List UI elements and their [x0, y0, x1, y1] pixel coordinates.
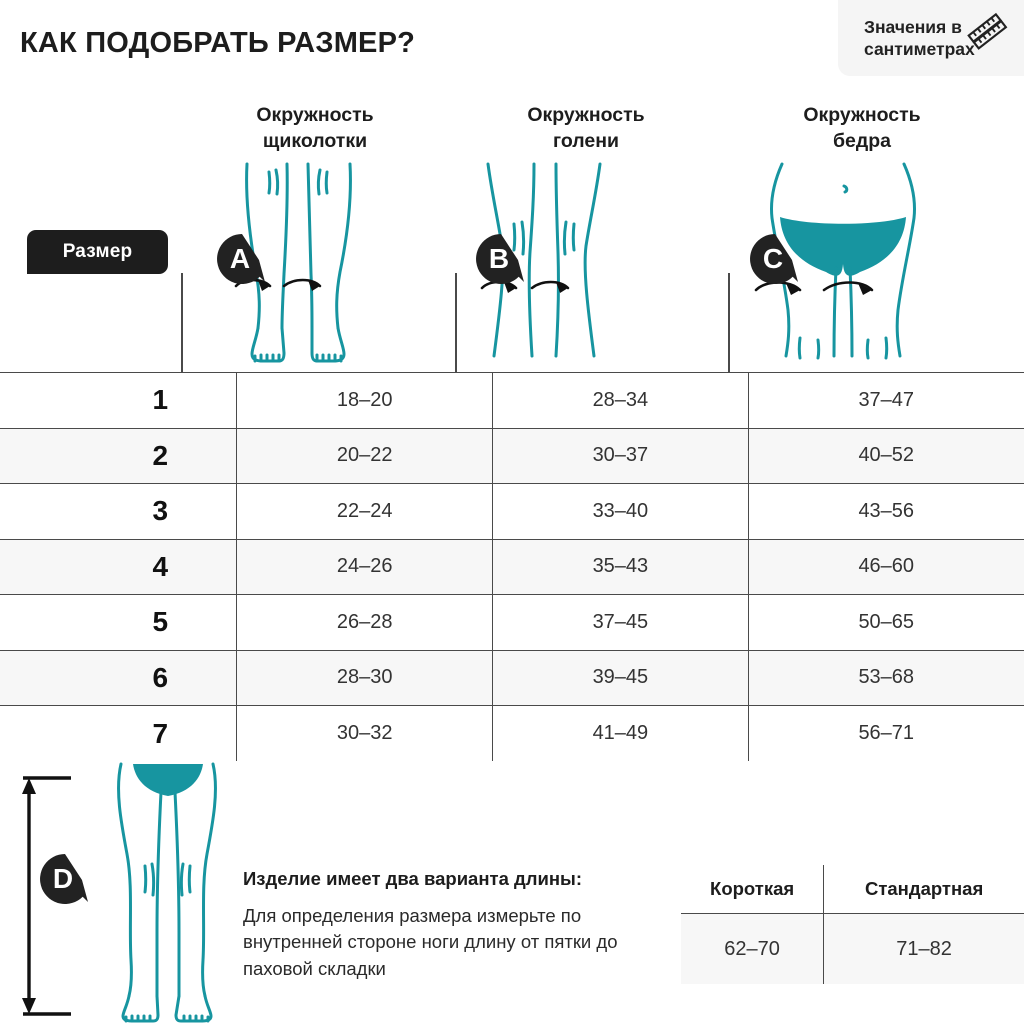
cell-size: 3	[0, 483, 238, 539]
table-row: 2 20–22 30–37 40–52	[0, 427, 1024, 484]
length-header-standard: Стандартная	[823, 865, 1024, 914]
cell-ankle: 30–32	[236, 705, 494, 761]
svg-text:D: D	[53, 863, 73, 894]
svg-text:C: C	[763, 243, 783, 274]
cell-size: 2	[0, 427, 238, 484]
length-instructions-heading: Изделие имеет два варианта длины:	[243, 868, 583, 889]
pin-badge-b: B	[474, 232, 528, 286]
illustration-calf	[462, 160, 712, 370]
table-divider-1	[181, 273, 183, 373]
cell-size: 6	[0, 649, 238, 706]
length-value-standard: 71–82	[823, 913, 1024, 984]
length-table-row: 62–70 71–82	[681, 913, 1024, 984]
column-header-ankle-line1: Окружность	[256, 104, 374, 126]
cell-calf: 30–37	[492, 427, 749, 484]
pin-badge-d: D	[38, 852, 92, 906]
length-header-short: Короткая	[681, 865, 825, 914]
cell-ankle: 28–30	[236, 649, 494, 706]
size-column-header: Размер	[27, 230, 168, 274]
illustration-thigh	[738, 160, 988, 370]
cell-size: 4	[0, 538, 238, 595]
length-instructions: Изделие имеет два варианта длины: Для оп…	[243, 868, 663, 982]
table-divider-2	[455, 273, 457, 373]
column-header-thigh: Окружность бедра	[742, 103, 982, 155]
cell-size: 5	[0, 594, 238, 650]
length-value-short: 62–70	[681, 913, 825, 984]
table-divider-3	[728, 273, 730, 373]
cell-calf: 35–43	[492, 538, 749, 595]
page-title: КАК ПОДОБРАТЬ РАЗМЕР?	[20, 27, 416, 59]
svg-text:A: A	[230, 243, 250, 274]
column-header-calf-line2: голени	[552, 129, 620, 152]
cell-ankle: 26–28	[236, 594, 494, 650]
units-badge: Значения в сантиметрах	[838, 0, 1024, 76]
illustration-ankle	[190, 160, 440, 370]
cell-calf: 41–49	[492, 705, 749, 761]
cell-thigh: 37–47	[748, 372, 1024, 428]
cell-ankle: 24–26	[236, 538, 494, 595]
table-row: 1 18–20 28–34 37–47	[0, 372, 1024, 428]
cell-calf: 28–34	[492, 372, 749, 428]
column-header-ankle: Окружность щиколотки	[195, 103, 435, 155]
units-badge-label: Значения в сантиметрах	[864, 16, 975, 59]
table-row: 4 24–26 35–43 46–60	[0, 538, 1024, 595]
cell-calf: 33–40	[492, 483, 749, 539]
column-header-thigh-line2: бедра	[832, 129, 892, 152]
column-header-ankle-line2: щиколотки	[262, 129, 368, 152]
cell-size: 7	[0, 705, 238, 761]
illustration-length	[95, 762, 245, 1024]
cell-ankle: 18–20	[236, 372, 494, 428]
table-row: 6 28–30 39–45 53–68	[0, 649, 1024, 706]
length-table-header-row: Короткая Стандартная	[681, 865, 1024, 914]
cell-thigh: 46–60	[748, 538, 1024, 595]
column-header-calf-line1: Окружность	[527, 104, 645, 126]
cell-thigh: 50–65	[748, 594, 1024, 650]
length-dimension-arrow	[22, 762, 170, 1024]
table-row: 7 30–32 41–49 56–71	[0, 705, 1024, 761]
table-row: 3 22–24 33–40 43–56	[0, 483, 1024, 539]
cell-thigh: 53–68	[748, 649, 1024, 706]
length-table: Короткая Стандартная 62–70 71–82	[681, 865, 1024, 984]
length-instructions-body: Для определения размера измерьте по внут…	[243, 905, 618, 979]
table-row: 5 26–28 37–45 50–65	[0, 594, 1024, 650]
cell-thigh: 56–71	[748, 705, 1024, 761]
pin-badge-a: A	[215, 232, 269, 286]
cell-size: 1	[0, 372, 238, 428]
cell-calf: 37–45	[492, 594, 749, 650]
svg-text:B: B	[489, 243, 509, 274]
cell-ankle: 20–22	[236, 427, 494, 484]
cell-calf: 39–45	[492, 649, 749, 706]
cell-thigh: 43–56	[748, 483, 1024, 539]
column-header-thigh-line1: Окружность	[803, 104, 921, 126]
cell-ankle: 22–24	[236, 483, 494, 539]
column-header-calf: Окружность голени	[466, 103, 706, 155]
cell-thigh: 40–52	[748, 427, 1024, 484]
pin-badge-c: C	[748, 232, 802, 286]
ruler-icon	[967, 12, 1008, 50]
